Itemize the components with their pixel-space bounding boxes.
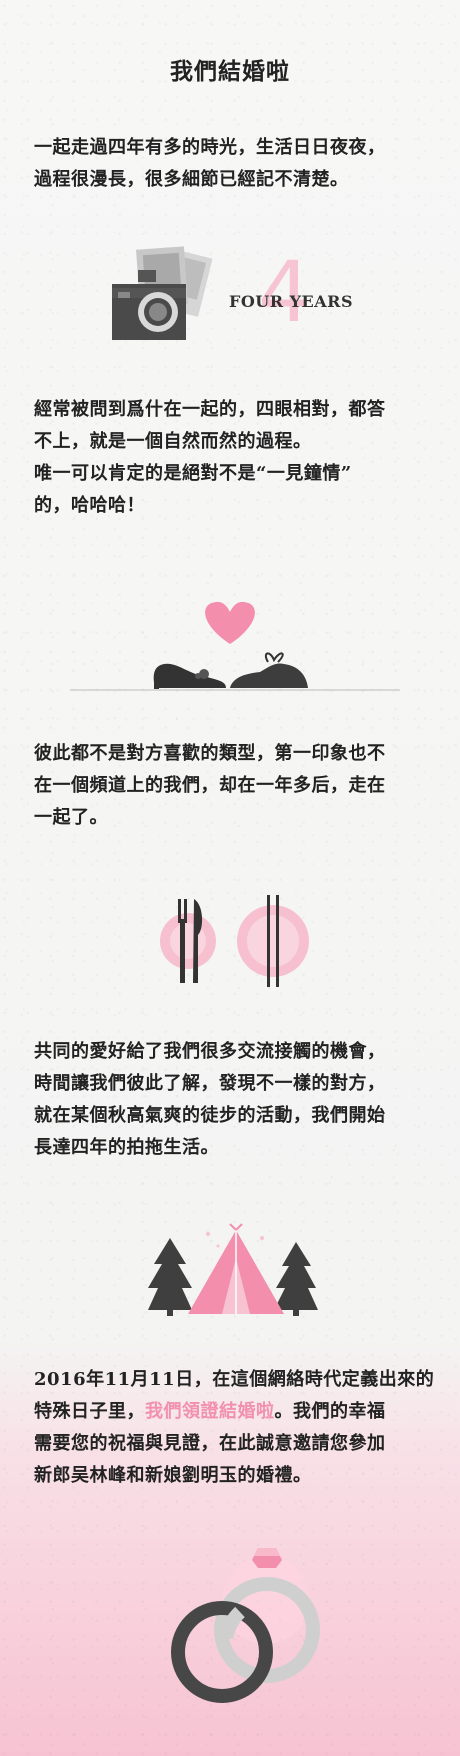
section2-paragraph: 彼此都不是對方喜歡的類型，第一印象也不 在一個頻道上的我們，却在一年多后，走在 … — [34, 738, 434, 834]
wedding-rings-icon — [171, 1548, 320, 1703]
section1-line-4: 的，哈哈哈！ — [34, 495, 145, 516]
section1-line-3: 唯一可以肯定的是絕對不是“一見鐘情” — [34, 463, 352, 484]
section1-paragraph: 經常被問到爲什在一起的，四眼相對，都答 不上，就是一個自然而然的過程。 唯一可以… — [34, 394, 434, 522]
section4-line-2-post: 。我們的幸福 — [274, 1401, 386, 1422]
section1-line-2: 不上，就是一個自然而然的過程。 — [34, 431, 312, 452]
intro-line-1: 一起走過四年有多的時光，生活日日夜夜， — [34, 137, 386, 158]
intro-paragraph: 一起走過四年有多的時光，生活日日夜夜， 過程很漫長，很多細節已經記不清楚。 — [34, 132, 434, 196]
section3-paragraph: 共同的愛好給了我們很多交流接觸的機會， 時間讓我們彼此了解，發現不一樣的對方， … — [34, 1036, 434, 1164]
section3-line-2: 時間讓我們彼此了解，發現不一樣的對方， — [34, 1073, 386, 1094]
tent-trees-icon — [148, 1223, 318, 1316]
section4-paragraph: 2016年11月11日，在這個網絡時代定義出來的 特殊日子里，我們領證結婚啦。我… — [34, 1364, 434, 1492]
section2-line-3: 一起了。 — [34, 807, 108, 828]
plate-cutlery-icon — [160, 895, 309, 987]
section3-line-3: 就在某個秋高氣爽的徒步的活動，我們開始 — [34, 1105, 386, 1126]
section1-line-1: 經常被問到爲什在一起的，四眼相對，都答 — [34, 399, 386, 420]
page-title: 我們結婚啦 — [170, 58, 290, 85]
section4-line-4: 新郎吴林峰和新娘劉明玉的婚禮。 — [34, 1465, 312, 1486]
section4-line-2: 特殊日子里，我們領證結婚啦。我們的幸福 — [34, 1396, 434, 1428]
section3-line-1: 共同的愛好給了我們很多交流接觸的機會， — [34, 1041, 386, 1062]
section2-line-1: 彼此都不是對方喜歡的類型，第一印象也不 — [34, 743, 386, 764]
section4-line-1: 2016年11月11日，在這個網絡時代定義出來的 — [34, 1369, 435, 1390]
camera-photos-icon — [112, 246, 213, 340]
section4-line-2-pre: 特殊日子里， — [34, 1401, 145, 1422]
section2-line-2: 在一個頻道上的我們，却在一年多后，走在 — [34, 775, 386, 796]
section3-line-4: 長達四年的拍拖生活。 — [34, 1137, 219, 1158]
heart-shoes-icon — [70, 601, 400, 691]
section4-line-3: 需要您的祝福與見證，在此誠意邀請您參加 — [34, 1433, 386, 1454]
four-digit: 4 — [258, 243, 312, 341]
four-years-label: FOUR YEARS — [229, 292, 353, 311]
intro-line-2: 過程很漫長，很多細節已經記不清楚。 — [34, 169, 349, 190]
marriage-highlight: 我們領證結婚啦 — [145, 1401, 275, 1422]
